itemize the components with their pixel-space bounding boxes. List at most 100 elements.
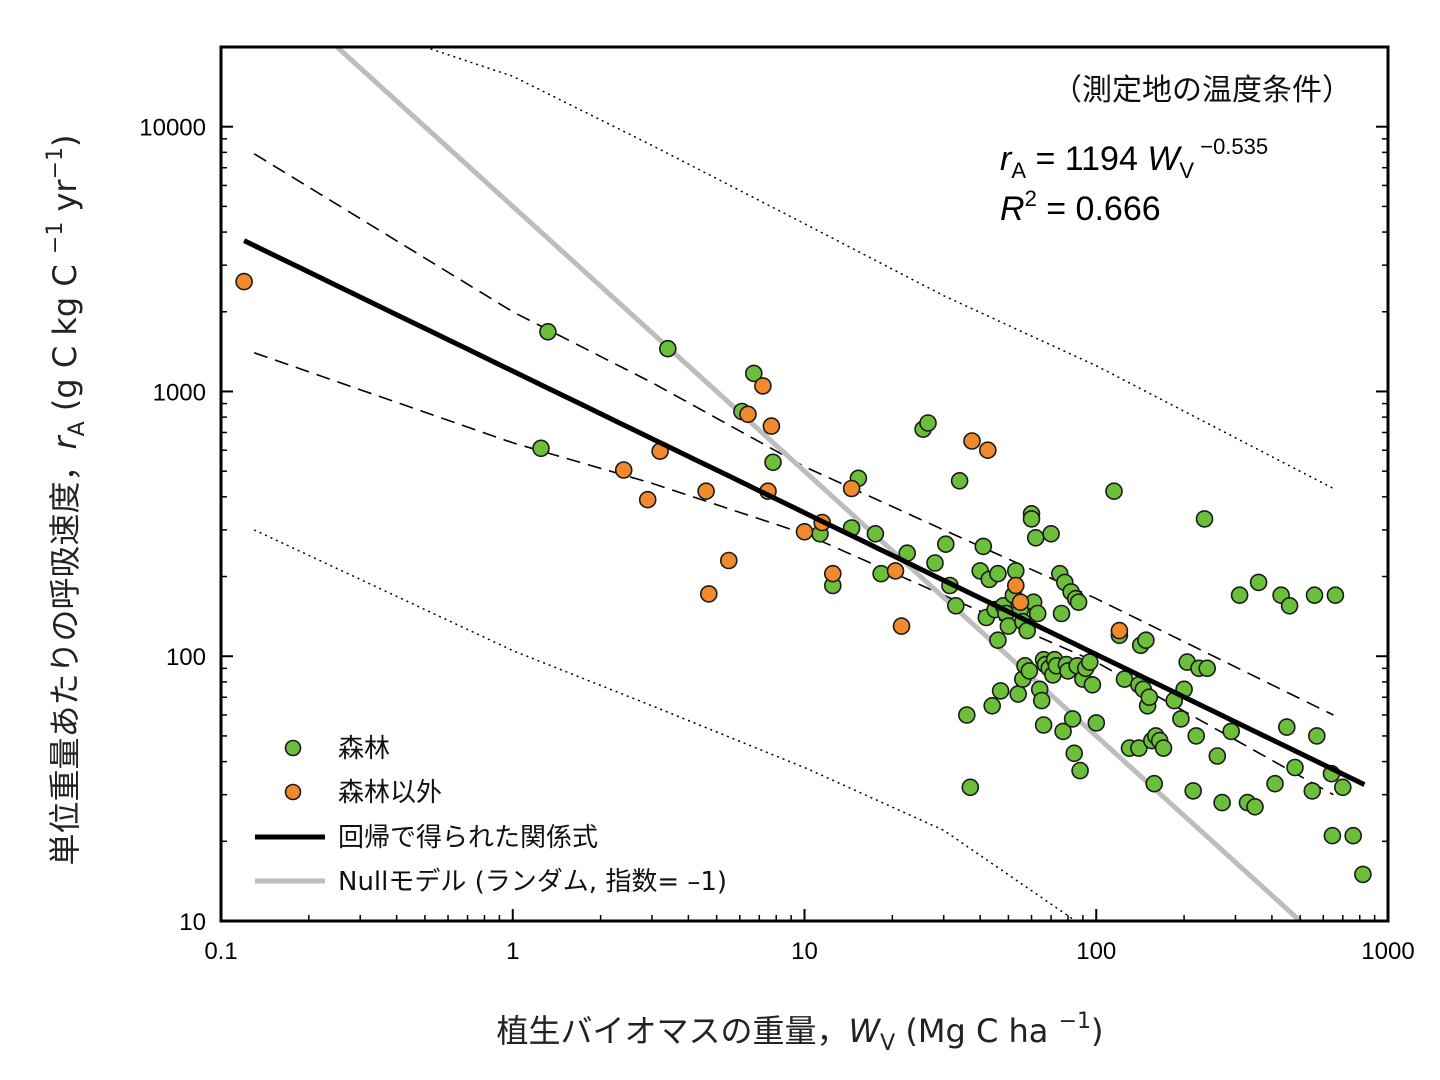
forest-point — [991, 682, 1010, 700]
x-title-unit-open: (Mg C ha — [895, 1012, 1058, 1050]
confidence-band-lower — [253, 352, 1334, 796]
nonforest-point — [638, 490, 657, 509]
condition-note: （測定地の温度条件） — [1052, 73, 1352, 108]
y-title-sub: A — [65, 421, 90, 436]
forest-point — [764, 453, 782, 472]
legend-fit-label: 回帰で得られた関係式 — [338, 823, 598, 853]
forest-point — [1054, 722, 1072, 741]
x-title-exp: −1 — [1059, 1009, 1091, 1034]
x-title-var: W — [849, 1012, 882, 1050]
forest-point — [1213, 793, 1231, 812]
eq-rhs-sub: V — [1179, 158, 1194, 183]
forest-point — [957, 706, 976, 724]
forest-point — [1042, 524, 1060, 543]
forest-point — [1187, 727, 1205, 745]
forest-point — [1028, 604, 1047, 623]
confidence-band-upper — [253, 153, 1334, 716]
forest-point — [1087, 714, 1106, 732]
eq-exponent: −0.535 — [1194, 134, 1268, 159]
nonforest-point — [697, 482, 715, 501]
forest-point — [1006, 562, 1025, 580]
forest-point — [1083, 675, 1102, 694]
forest-point — [1105, 482, 1123, 501]
forest-point — [1308, 727, 1326, 745]
y-tick-label: 100 — [166, 644, 206, 671]
forest-point — [974, 537, 993, 556]
forest-point — [926, 554, 944, 572]
nonforest-point — [739, 405, 757, 424]
forest-point — [1354, 865, 1372, 884]
eq-rhs-var: W — [1147, 140, 1182, 178]
forest-point — [658, 339, 677, 358]
forest-point — [744, 364, 763, 383]
forest-point — [1032, 691, 1051, 710]
nonforest-point — [754, 377, 772, 395]
forest-point — [1280, 596, 1299, 615]
x-title-unit-close: ) — [1091, 1012, 1103, 1050]
forest-point — [961, 778, 980, 797]
forest-point — [989, 564, 1007, 583]
nonforest-point — [886, 562, 905, 580]
y-axis-title: 単位重量あたりの呼吸速度，rA (g C kg C −1 yr−1) — [43, 134, 90, 865]
nonforest-point — [795, 522, 814, 541]
forest-point — [983, 696, 1002, 715]
forest-point — [1022, 510, 1041, 528]
forest-point — [1137, 631, 1155, 650]
nonforest-point — [235, 272, 253, 291]
legend-nonforest-marker — [284, 783, 302, 801]
forest-point — [1246, 797, 1264, 816]
forest-point — [1326, 586, 1345, 605]
x-axis-title: 植生バイオマスの重量，WV (Mg C ha −1) — [497, 1009, 1104, 1056]
legend-null-label: Nullモデル (ランダム, 指数= –1) — [338, 867, 727, 897]
nonforest-point — [762, 417, 781, 435]
y-title-exp2: −1 — [43, 147, 68, 179]
x-tick-label: 1000 — [1361, 938, 1414, 965]
forest-point — [936, 535, 955, 554]
data-points — [235, 238, 1372, 884]
forest-point — [1154, 739, 1173, 757]
r2-exp: 2 — [1025, 186, 1037, 211]
forest-point — [1303, 782, 1322, 800]
forest-point — [1198, 659, 1216, 678]
x-tick-label: 1 — [506, 938, 519, 965]
forest-point — [872, 564, 890, 583]
forest-point — [1130, 739, 1148, 757]
prediction-band-upper — [424, 47, 1334, 490]
forest-point — [1286, 758, 1304, 777]
forest-point — [1140, 688, 1159, 707]
legend-forest-marker — [284, 739, 302, 757]
y-title-mid: yr — [46, 179, 84, 222]
eq-lhs-var: r — [1000, 140, 1013, 178]
forest-point — [1026, 528, 1045, 547]
forest-point — [1063, 710, 1082, 728]
nonforest-point — [823, 564, 842, 583]
axis-ticks: 0.1 1 10 100 1000 10 100 1000 10000 — [139, 46, 1415, 965]
nonforest-point — [699, 585, 718, 603]
y-title-unit-open: (g C kg C — [46, 254, 84, 421]
y-tick-label: 10 — [179, 909, 206, 936]
r2-var: R — [1000, 190, 1025, 228]
forest-point — [999, 617, 1018, 635]
regression-equation: rA = 1194 WV −0.535 — [1000, 134, 1268, 183]
nonforest-point — [719, 551, 738, 570]
forest-point — [1020, 662, 1039, 680]
forest-point — [1052, 604, 1071, 623]
legend-forest-label: 森林 — [338, 734, 390, 764]
nonforest-point — [978, 441, 997, 460]
forest-point — [1323, 826, 1342, 845]
forest-point — [1222, 722, 1240, 741]
x-title-sub: V — [880, 1031, 895, 1056]
nonforest-point — [614, 461, 633, 479]
forest-point — [1184, 782, 1202, 800]
r2-value: = 0.666 — [1037, 190, 1161, 228]
forest-point — [1034, 716, 1053, 734]
eq-lhs-sub: A — [1011, 158, 1026, 183]
forest-point — [919, 414, 937, 432]
forest-point — [1069, 593, 1088, 612]
forest-point — [1344, 826, 1362, 845]
forest-point — [1065, 744, 1083, 763]
forest-point — [539, 322, 557, 341]
forest-point — [532, 439, 550, 458]
forest-point — [1278, 718, 1296, 736]
